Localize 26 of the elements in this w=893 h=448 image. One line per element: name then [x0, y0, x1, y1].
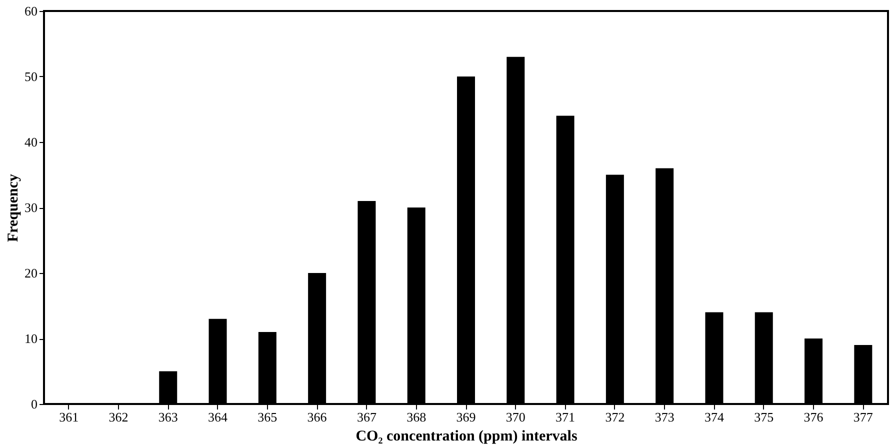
x-tick-label: 374 — [704, 410, 724, 424]
x-tick-label: 370 — [506, 410, 526, 424]
x-tick-label: 376 — [804, 410, 824, 424]
x-axis-title: CO₂ concentration (ppm) intervals — [356, 428, 578, 444]
x-tick-label: 369 — [456, 410, 476, 424]
y-tick-label: 60 — [24, 4, 38, 18]
x-tick-label: 377 — [853, 410, 874, 424]
y-tick-label: 40 — [24, 134, 38, 150]
x-tick-label: 363 — [158, 410, 178, 424]
x-tick-label: 365 — [258, 410, 278, 424]
x-tick-label: 367 — [356, 410, 377, 424]
x-tick-label: 366 — [307, 410, 328, 424]
x-tick-label: 371 — [556, 410, 576, 424]
x-tick-label: 372 — [605, 410, 625, 424]
x-tick-label: 373 — [654, 410, 674, 424]
y-tick-label: 10 — [24, 331, 38, 346]
x-tick-label: 361 — [59, 410, 79, 424]
x-tick-label: 375 — [754, 410, 774, 424]
y-tick-label: 50 — [24, 69, 38, 84]
y-axis-title: Frequency — [6, 173, 22, 242]
y-tick-label: 20 — [24, 266, 38, 280]
x-tick-label: 364 — [208, 410, 228, 424]
x-tick-label: 362 — [108, 410, 128, 424]
y-tick-label: 30 — [24, 200, 38, 215]
y-tick-label: 0 — [31, 396, 38, 412]
x-tick-label: 368 — [406, 410, 426, 424]
